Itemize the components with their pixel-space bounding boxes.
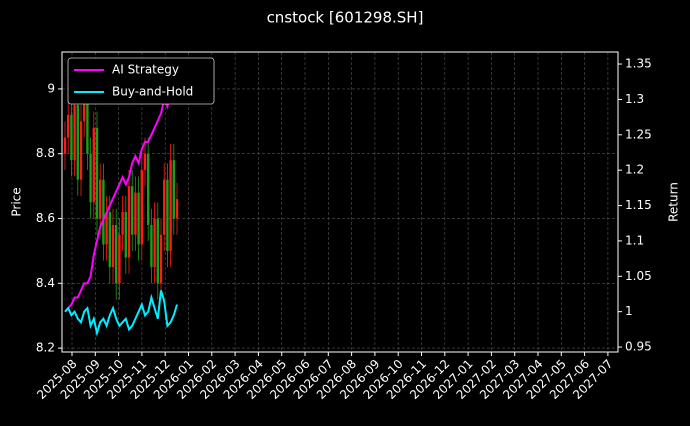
candle-body	[166, 179, 169, 251]
candle-body	[108, 212, 111, 268]
y2-tick-label: 1.1	[625, 233, 644, 247]
candle-body	[137, 192, 140, 245]
y2-axis-label: Return	[667, 182, 681, 222]
candle-body	[172, 160, 175, 219]
y-tick-label: 8.6	[36, 211, 55, 225]
y-axis-label: Price	[10, 187, 24, 216]
candle-body	[169, 160, 172, 251]
candle-body	[150, 225, 153, 268]
y2-tick-label: 1	[625, 304, 633, 318]
candle-body	[89, 153, 92, 203]
candle-body	[147, 153, 150, 226]
candle-body	[124, 212, 127, 258]
candle-body	[153, 218, 156, 268]
candle-body	[92, 127, 95, 203]
y2-tick-label: 1.3	[625, 92, 644, 106]
candle-body	[175, 199, 179, 219]
candle-body	[73, 105, 76, 161]
y-tick-label: 9	[47, 81, 55, 95]
y2-tick-label: 1.35	[625, 57, 652, 71]
candle-body	[83, 95, 86, 122]
candle-body	[163, 179, 166, 235]
candle-body	[70, 114, 73, 161]
candle-body	[127, 186, 131, 258]
candle-body	[95, 127, 99, 219]
y-tick-label: 8.4	[36, 276, 55, 290]
candle-body	[102, 179, 105, 245]
legend-box	[67, 57, 215, 105]
candle-body	[143, 153, 147, 170]
return-line	[64, 70, 178, 313]
candle-body	[131, 186, 134, 235]
candle-body	[99, 179, 102, 219]
candle-body	[156, 218, 159, 284]
candle-body	[63, 137, 67, 154]
y2-tick-label: 1.2	[625, 163, 644, 177]
y-tick-label: 8.8	[36, 146, 55, 160]
plot-frame	[61, 51, 619, 353]
candle-body	[76, 105, 79, 180]
y2-tick-label: 1.15	[625, 198, 652, 212]
y2-tick-label: 1.25	[625, 127, 652, 141]
candle-body	[86, 95, 89, 154]
candle-body	[67, 114, 70, 138]
y-tick-label: 8.2	[36, 341, 55, 355]
candle-body	[118, 234, 121, 284]
candle-body	[159, 234, 163, 284]
candle-body	[140, 169, 143, 245]
legend-label: Buy-and-Hold	[112, 85, 193, 99]
candle-body	[79, 121, 83, 180]
y2-tick-label: 1.05	[625, 269, 652, 283]
candle-body	[115, 225, 118, 284]
return-line	[64, 290, 178, 337]
legend: AI Strategy Buy-and-Hold	[67, 57, 215, 105]
y2-tick-label: 0.95	[625, 340, 652, 354]
candle-body	[111, 225, 115, 268]
legend-label: AI Strategy	[112, 63, 179, 77]
candle-body	[121, 212, 124, 235]
candle-body	[105, 212, 108, 245]
candle-body	[134, 192, 137, 235]
chart-title: cnstock [601298.SH]	[267, 9, 424, 27]
